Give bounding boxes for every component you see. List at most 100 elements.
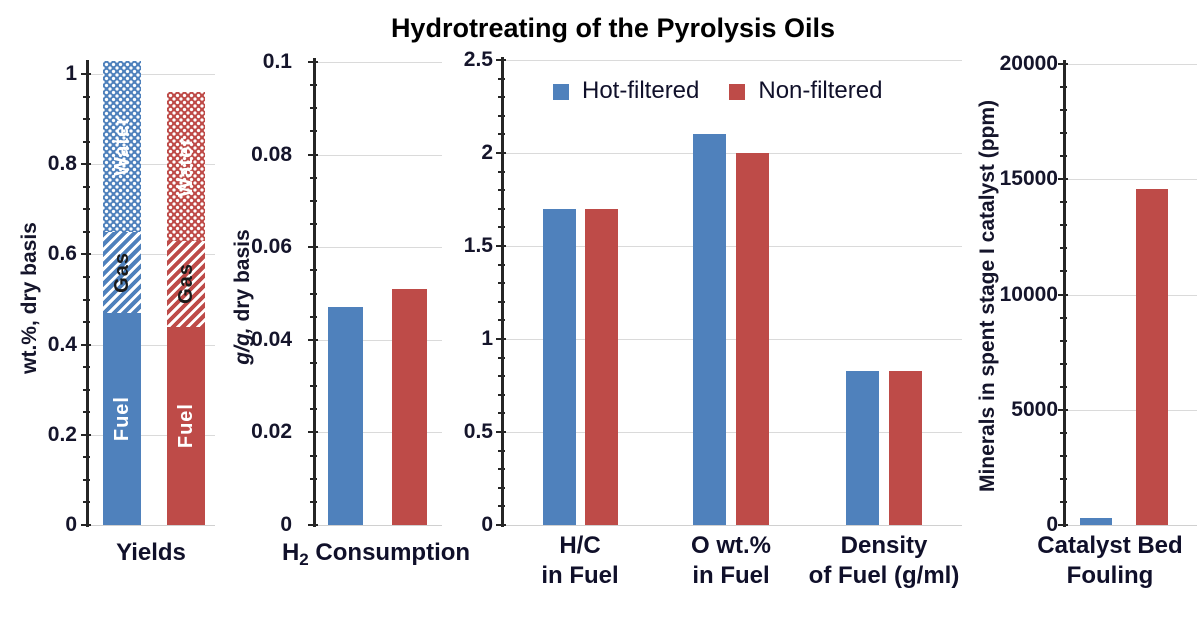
stacked-bar-hot-filtered: Fuel Gas Water xyxy=(103,60,141,525)
y-axis-minor-tick xyxy=(310,315,317,318)
y-axis-major-tick xyxy=(81,163,91,166)
label-part: wt.%, dry basis xyxy=(18,222,41,374)
gridline xyxy=(315,154,442,156)
y-axis-minor-tick xyxy=(1060,109,1067,112)
legend-swatch-non-filtered xyxy=(729,84,746,100)
y-axis-minor-tick xyxy=(1060,316,1067,319)
y-axis-minor-tick xyxy=(310,84,317,87)
y-axis-minor-tick xyxy=(1060,431,1067,434)
y-axis-minor-tick xyxy=(310,500,317,503)
gridline xyxy=(88,344,215,346)
y-axis-minor-tick xyxy=(83,118,90,121)
legend-item-hot-filtered: Hot-filtered xyxy=(553,77,699,105)
y-tick-label: 0.04 xyxy=(251,327,292,351)
ylabel-h2-consumption: g/g, dry basis xyxy=(231,229,255,364)
y-axis-major-tick xyxy=(1058,293,1068,296)
gridline xyxy=(1065,179,1197,181)
label-part: g/g, xyxy=(231,327,254,365)
bar-hot-filtered-h2-consumption xyxy=(328,307,363,525)
xlabel-line: Yields xyxy=(116,538,186,568)
bar-non-filtered-cat0 xyxy=(585,208,618,525)
y-axis-major-tick xyxy=(308,153,318,156)
y-axis-minor-tick xyxy=(1060,362,1067,365)
y-axis-minor-tick xyxy=(498,356,505,359)
y-tick-label: 0.06 xyxy=(251,235,292,259)
y-tick-label: 0.6 xyxy=(47,242,77,266)
y-tick-label: 0 xyxy=(280,513,292,536)
y-axis-major-tick xyxy=(81,433,91,436)
y-tick-label: 0.2 xyxy=(47,422,77,446)
y-axis-minor-tick xyxy=(310,477,317,480)
segment-label-fuel: Fuel xyxy=(110,396,133,442)
bar-non-filtered-catalyst-bed-fouling xyxy=(1136,188,1168,525)
ylabel-catalyst-bed-fouling: Minerals in spent stage I catalyst (ppm) xyxy=(976,100,1000,492)
y-axis-minor-tick xyxy=(498,468,505,471)
y-axis-minor-tick xyxy=(1060,385,1067,388)
label-part: dry basis xyxy=(231,229,254,328)
y-axis-minor-tick xyxy=(83,298,90,301)
segment-gas-non-filtered: Gas xyxy=(167,240,205,327)
y-axis-minor-tick xyxy=(498,207,505,210)
y-axis-major-tick xyxy=(81,73,91,75)
y-tick-label: 0 xyxy=(1046,513,1058,536)
gridline xyxy=(315,62,442,63)
y-axis-major-tick xyxy=(1058,63,1068,65)
legend-label-hot-filtered: Hot-filtered xyxy=(582,77,700,104)
y-axis-minor-tick xyxy=(498,170,505,173)
xlabel-line: in Fuel xyxy=(541,561,618,591)
y-tick-label: 1 xyxy=(65,62,77,85)
gridline xyxy=(503,339,962,340)
baseline xyxy=(1065,525,1197,526)
y-tick-label: 2 xyxy=(481,141,493,164)
segment-label-fuel: Fuel xyxy=(174,403,197,449)
y-tick-label: 20000 xyxy=(999,52,1058,75)
legend-swatch-hot-filtered xyxy=(553,84,569,100)
y-axis-minor-tick xyxy=(1060,454,1067,457)
y-axis-major-tick xyxy=(496,431,506,433)
segment-fuel-non-filtered: Fuel xyxy=(167,326,205,525)
bar-non-filtered-h2-consumption xyxy=(392,288,427,525)
gridline xyxy=(503,153,962,154)
y-axis-minor-tick xyxy=(83,275,90,278)
y-tick-label: 0.02 xyxy=(251,420,292,444)
y-axis-minor-tick xyxy=(498,114,505,117)
segment-water-non-filtered: Water xyxy=(167,92,205,241)
bar-hot-filtered-cat0 xyxy=(543,208,576,525)
y-axis-minor-tick xyxy=(498,263,505,266)
y-axis-minor-tick xyxy=(310,130,317,133)
gridline xyxy=(315,432,442,434)
y-axis-minor-tick xyxy=(310,176,317,179)
y-axis-minor-tick xyxy=(498,96,505,99)
y-axis-line xyxy=(86,60,89,527)
y-tick-label: 0 xyxy=(481,513,493,536)
y-axis-minor-tick xyxy=(83,478,90,481)
bar-hot-filtered-cat2 xyxy=(846,370,879,525)
label-part: Density xyxy=(840,532,928,559)
baseline xyxy=(88,525,215,526)
segment-fuel-hot-filtered: Fuel xyxy=(103,313,141,525)
y-axis-minor-tick xyxy=(83,140,90,143)
y-axis-minor-tick xyxy=(498,486,505,489)
y-tick-label: 0.5 xyxy=(463,420,493,443)
y-axis-minor-tick xyxy=(498,226,505,229)
y-axis-major-tick xyxy=(496,59,506,61)
xlabel-fuel-properties-2: Density of Fuel (g/ml) xyxy=(809,531,960,591)
label-part: Fouling xyxy=(1066,562,1154,589)
y-axis-minor-tick xyxy=(310,292,317,295)
y-axis-minor-tick xyxy=(1060,132,1067,135)
y-axis-minor-tick xyxy=(83,366,90,369)
xlabel-fuel-properties-1: O wt.% in Fuel xyxy=(691,531,771,591)
y-axis-major-tick xyxy=(81,343,91,346)
y-axis-major-tick xyxy=(308,61,318,63)
bar-hot-filtered-catalyst-bed-fouling xyxy=(1080,518,1112,525)
label-part: in Fuel xyxy=(541,562,619,589)
label-part: Yields xyxy=(116,539,186,566)
y-axis-minor-tick xyxy=(83,411,90,414)
bar-hot-filtered-cat1 xyxy=(693,134,726,525)
segment-water-hot-filtered: Water xyxy=(103,60,141,232)
xlabel-fuel-properties-0: H/C in Fuel xyxy=(541,531,618,591)
y-axis-minor-tick xyxy=(310,385,317,388)
y-tick-label: 2.5 xyxy=(463,48,493,71)
y-axis-minor-tick xyxy=(498,282,505,285)
